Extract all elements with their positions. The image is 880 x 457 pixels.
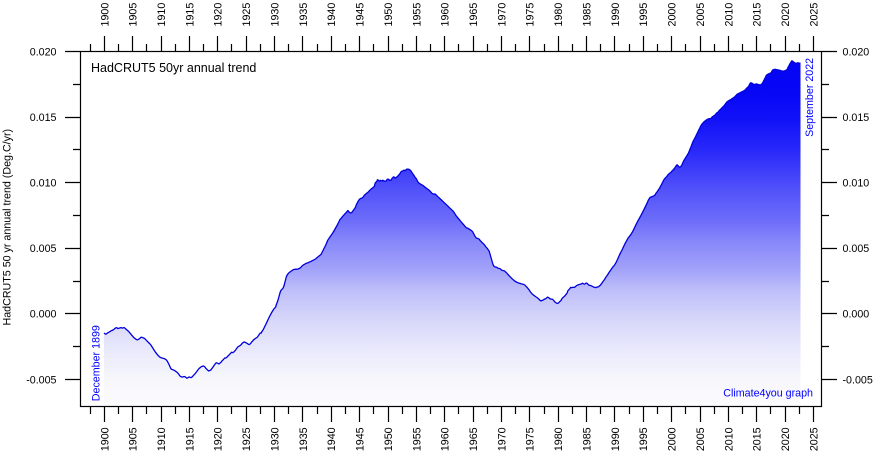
svg-text:1995: 1995 bbox=[638, 3, 650, 27]
svg-text:September 2022: September 2022 bbox=[804, 58, 816, 137]
svg-text:1980: 1980 bbox=[553, 427, 565, 451]
svg-text:1940: 1940 bbox=[326, 3, 338, 27]
svg-text:1980: 1980 bbox=[553, 3, 565, 27]
svg-text:1920: 1920 bbox=[213, 427, 225, 451]
svg-text:2010: 2010 bbox=[723, 427, 735, 451]
svg-text:0.020: 0.020 bbox=[843, 46, 870, 58]
svg-text:1920: 1920 bbox=[213, 3, 225, 27]
svg-text:2010: 2010 bbox=[723, 3, 735, 27]
svg-text:1930: 1930 bbox=[269, 3, 281, 27]
svg-text:2020: 2020 bbox=[780, 427, 792, 451]
svg-text:1915: 1915 bbox=[184, 3, 196, 27]
svg-text:1935: 1935 bbox=[298, 427, 310, 451]
svg-text:0.000: 0.000 bbox=[843, 309, 870, 321]
svg-text:2015: 2015 bbox=[752, 427, 764, 451]
svg-text:-0.005: -0.005 bbox=[26, 374, 56, 386]
svg-text:1965: 1965 bbox=[468, 3, 480, 27]
svg-text:1990: 1990 bbox=[610, 427, 622, 451]
svg-text:2025: 2025 bbox=[808, 427, 820, 451]
svg-text:0.010: 0.010 bbox=[843, 178, 870, 190]
svg-text:1935: 1935 bbox=[298, 3, 310, 27]
svg-text:2005: 2005 bbox=[695, 3, 707, 27]
svg-text:1905: 1905 bbox=[128, 3, 140, 27]
svg-text:0.005: 0.005 bbox=[30, 243, 57, 255]
svg-text:1975: 1975 bbox=[525, 427, 537, 451]
svg-text:1965: 1965 bbox=[468, 427, 480, 451]
svg-text:December 1899: December 1899 bbox=[91, 325, 103, 401]
svg-text:0.000: 0.000 bbox=[30, 309, 57, 321]
svg-text:1900: 1900 bbox=[99, 427, 111, 451]
svg-text:2000: 2000 bbox=[667, 3, 679, 27]
svg-text:1985: 1985 bbox=[581, 3, 593, 27]
svg-text:1925: 1925 bbox=[241, 3, 253, 27]
svg-text:0.020: 0.020 bbox=[30, 46, 57, 58]
svg-text:1990: 1990 bbox=[610, 3, 622, 27]
svg-text:0.015: 0.015 bbox=[30, 112, 57, 124]
svg-text:0.015: 0.015 bbox=[843, 112, 870, 124]
svg-text:1905: 1905 bbox=[128, 427, 140, 451]
svg-text:-0.005: -0.005 bbox=[843, 374, 873, 386]
svg-text:1970: 1970 bbox=[496, 427, 508, 451]
svg-text:1960: 1960 bbox=[440, 427, 452, 451]
svg-text:1985: 1985 bbox=[581, 427, 593, 451]
svg-text:1930: 1930 bbox=[269, 427, 281, 451]
svg-text:Climate4you graph: Climate4you graph bbox=[723, 388, 813, 400]
svg-text:1950: 1950 bbox=[383, 3, 395, 27]
svg-text:1910: 1910 bbox=[156, 3, 168, 27]
svg-text:1945: 1945 bbox=[355, 427, 367, 451]
svg-text:1970: 1970 bbox=[496, 3, 508, 27]
svg-text:2020: 2020 bbox=[780, 3, 792, 27]
svg-text:1955: 1955 bbox=[411, 427, 423, 451]
svg-text:0.005: 0.005 bbox=[843, 243, 870, 255]
svg-text:1975: 1975 bbox=[525, 3, 537, 27]
svg-text:2015: 2015 bbox=[752, 3, 764, 27]
svg-text:1995: 1995 bbox=[638, 427, 650, 451]
svg-text:2005: 2005 bbox=[695, 427, 707, 451]
svg-text:HadCRUT5 50yr annual trend: HadCRUT5 50yr annual trend bbox=[91, 61, 256, 75]
svg-text:1950: 1950 bbox=[383, 427, 395, 451]
svg-text:2000: 2000 bbox=[667, 427, 679, 451]
svg-text:1900: 1900 bbox=[99, 3, 111, 27]
svg-text:1940: 1940 bbox=[326, 427, 338, 451]
svg-text:1910: 1910 bbox=[156, 427, 168, 451]
svg-text:1960: 1960 bbox=[440, 3, 452, 27]
svg-text:1955: 1955 bbox=[411, 3, 423, 27]
svg-text:1915: 1915 bbox=[184, 427, 196, 451]
svg-text:1925: 1925 bbox=[241, 427, 253, 451]
svg-text:0.010: 0.010 bbox=[30, 178, 57, 190]
svg-text:2025: 2025 bbox=[808, 3, 820, 27]
svg-text:HadCRUT5 50 yr annual trend (D: HadCRUT5 50 yr annual trend (Deg.C/yr) bbox=[2, 129, 14, 326]
svg-text:1945: 1945 bbox=[355, 3, 367, 27]
